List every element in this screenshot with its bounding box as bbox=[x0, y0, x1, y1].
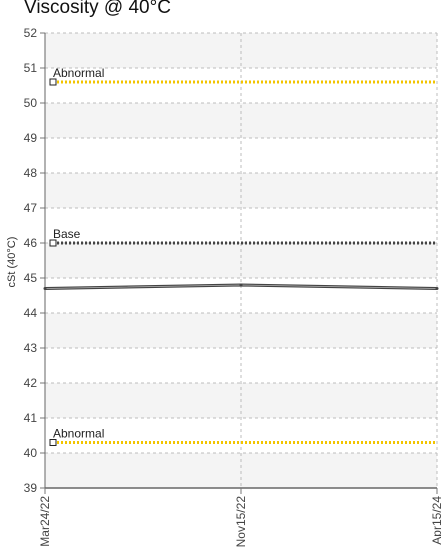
y-tick-label: 41 bbox=[24, 411, 38, 425]
grid-band bbox=[45, 453, 437, 488]
grid-band bbox=[45, 313, 437, 348]
grid-band bbox=[45, 33, 437, 68]
grid-band bbox=[45, 278, 437, 313]
y-tick-label: 43 bbox=[24, 341, 38, 355]
series-point bbox=[43, 287, 47, 290]
y-tick-label: 51 bbox=[24, 61, 38, 75]
y-tick-label: 40 bbox=[24, 446, 38, 460]
series-point bbox=[435, 287, 439, 290]
grid-band bbox=[45, 103, 437, 138]
reference-marker bbox=[49, 439, 57, 446]
reference-label: Abnormal bbox=[53, 66, 104, 80]
reference-label: Base bbox=[53, 227, 81, 241]
reference-marker bbox=[49, 78, 57, 86]
series-point bbox=[239, 283, 243, 287]
y-tick-label: 45 bbox=[24, 271, 38, 285]
y-tick-label: 39 bbox=[24, 481, 38, 495]
x-tick-label: Mar24/22 bbox=[38, 496, 52, 547]
y-tick-label: 46 bbox=[24, 236, 38, 250]
grid-band bbox=[45, 68, 437, 103]
reference-label: Abnormal bbox=[53, 427, 104, 441]
y-tick-label: 52 bbox=[24, 26, 38, 40]
chart-title: Viscosity @ 40°C bbox=[24, 0, 171, 18]
y-tick-label: 44 bbox=[24, 306, 38, 320]
y-tick-label: 48 bbox=[24, 166, 38, 180]
y-tick-label: 47 bbox=[24, 201, 38, 215]
y-tick-label: 42 bbox=[24, 376, 38, 390]
y-tick-label: 50 bbox=[24, 96, 38, 110]
reference-marker bbox=[49, 239, 57, 247]
grid-band bbox=[45, 243, 437, 278]
y-tick-label: 49 bbox=[24, 131, 38, 145]
x-tick-label: Nov15/22 bbox=[234, 496, 248, 548]
x-tick-label: Apr15/24 bbox=[430, 496, 441, 545]
